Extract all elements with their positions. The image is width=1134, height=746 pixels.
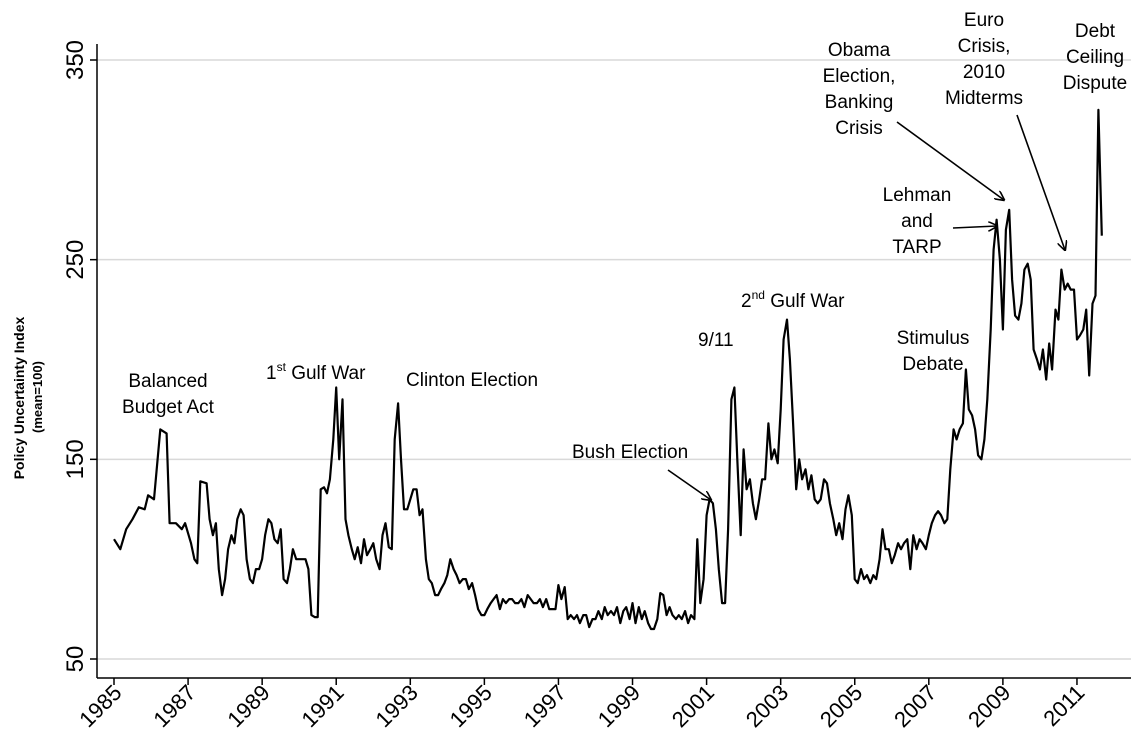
annotation-text: 1st Gulf War	[266, 360, 366, 384]
annotation-obama-election: Obama Election, Banking Crisis	[823, 40, 1004, 200]
annotation-line: Balanced	[128, 371, 207, 392]
x-tick-label: 1991	[296, 680, 348, 732]
annotation-stimulus-debate: Stimulus Debate	[897, 328, 970, 375]
x-axis-ticks: 1985 1987 1989 1991 1993 1995 1997 1999 2001 2003…	[74, 678, 1089, 732]
annotation-line: Stimulus	[897, 328, 970, 349]
annotation-line: Crisis	[835, 118, 883, 139]
annotation-lehman-tarp: Lehman and TARP	[883, 185, 997, 258]
annotation-line: Crisis,	[958, 36, 1011, 57]
x-tick-label: 1987	[148, 680, 200, 732]
x-tick-label: 2007	[889, 680, 941, 732]
annotation-line: and	[901, 211, 933, 232]
x-tick-label: 1985	[74, 680, 126, 732]
annotation-line: Midterms	[945, 88, 1023, 109]
x-tick-label: 2003	[741, 680, 793, 732]
annotation-line: Debt	[1075, 21, 1116, 42]
annotation-line: 9/11	[698, 330, 734, 351]
annotation-second-gulf-war: 2nd Gulf War	[741, 288, 845, 312]
y-tick-label: 350	[62, 40, 89, 80]
annotation-arrow	[896, 121, 1004, 200]
x-tick-label: 1997	[519, 680, 571, 732]
annotation-line: Bush Election	[572, 442, 688, 463]
axes	[96, 44, 1131, 679]
annotation-arrow	[952, 226, 997, 228]
x-tick-label: 1993	[371, 680, 423, 732]
y-tick-label: 150	[62, 439, 89, 479]
annotation-line: Banking	[825, 92, 894, 113]
x-tick-label: 1995	[445, 680, 497, 732]
gridlines	[97, 59, 1131, 660]
annotation-balanced-budget-act: Balanced Budget Act	[122, 371, 215, 418]
annotation-line: Obama	[828, 40, 891, 61]
annotation-clinton-election: Clinton Election	[406, 370, 538, 391]
x-tick-label: 1999	[593, 680, 645, 732]
annotation-line: Dispute	[1063, 73, 1127, 94]
y-tick-label: 50	[62, 646, 89, 673]
y-axis-label: Policy Uncertainty Index	[11, 316, 27, 479]
x-tick-label: 2005	[815, 680, 867, 732]
annotation-text: 2nd Gulf War	[741, 288, 845, 312]
x-tick-label: 2011	[1038, 680, 1089, 731]
x-tick-label: 1989	[222, 680, 274, 732]
annotation-line: TARP	[892, 237, 941, 258]
policy-uncertainty-series-line	[113, 108, 1103, 631]
annotation-arrow	[667, 469, 711, 500]
annotation-bush-election: Bush Election	[572, 442, 711, 500]
annotation-line: Election,	[823, 66, 896, 87]
annotation-line: Debate	[902, 354, 963, 375]
annotation-debt-ceiling: Debt Ceiling Dispute	[1063, 21, 1127, 94]
annotation-nine-eleven: 9/11	[698, 330, 734, 351]
annotation-line: Budget Act	[122, 397, 215, 418]
annotation-line: 2010	[963, 62, 1005, 83]
annotation-line: Ceiling	[1066, 47, 1124, 68]
x-tick-label: 2009	[963, 680, 1015, 732]
annotation-line: Clinton Election	[406, 370, 538, 391]
y-tick-label: 250	[62, 240, 89, 280]
annotation-euro-crisis: Euro Crisis, 2010 Midterms	[945, 10, 1065, 250]
annotation-line: Lehman	[883, 185, 952, 206]
annotation-line: Euro	[964, 10, 1004, 31]
annotation-arrow	[1016, 114, 1065, 250]
x-tick-label: 2001	[667, 680, 719, 732]
y-axis-ticks: 50 150 250 350	[62, 40, 97, 672]
y-axis-sublabel: (mean=100)	[30, 361, 45, 433]
annotation-first-gulf-war: 1st Gulf War	[266, 360, 366, 384]
